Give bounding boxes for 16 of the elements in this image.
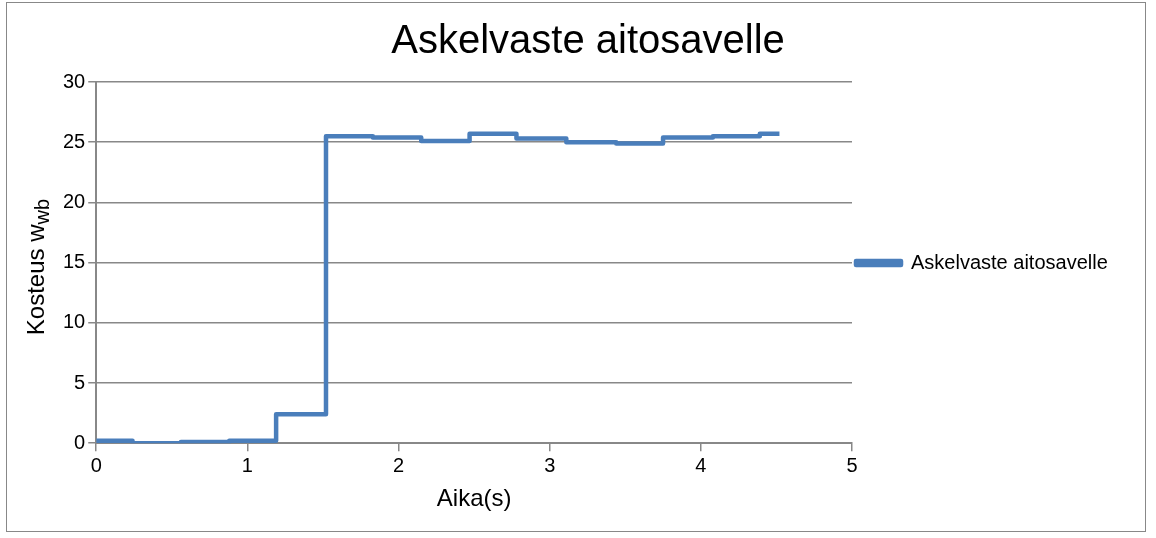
- y-tick-label: 10: [63, 310, 86, 333]
- chart-title: Askelvaste aitosavelle: [391, 17, 785, 62]
- y-tick-label: 30: [63, 69, 86, 92]
- x-axis-title: Aika(s): [436, 484, 512, 512]
- y-tick-label: 15: [63, 250, 86, 273]
- x-tick-label: 0: [90, 453, 102, 476]
- x-tick-label: 2: [392, 453, 405, 476]
- y-tick-label: 25: [63, 129, 86, 152]
- x-tick-label: 5: [846, 453, 858, 476]
- x-tick-label: 4: [695, 453, 707, 476]
- x-tick-label: 3: [544, 453, 556, 476]
- y-tick-label: 5: [74, 370, 86, 393]
- y-tick-label: 20: [63, 189, 86, 212]
- x-tick-label: 1: [241, 453, 253, 476]
- y-tick-label: 0: [74, 430, 86, 453]
- legend-label: Askelvaste aitosavelle: [911, 250, 1108, 273]
